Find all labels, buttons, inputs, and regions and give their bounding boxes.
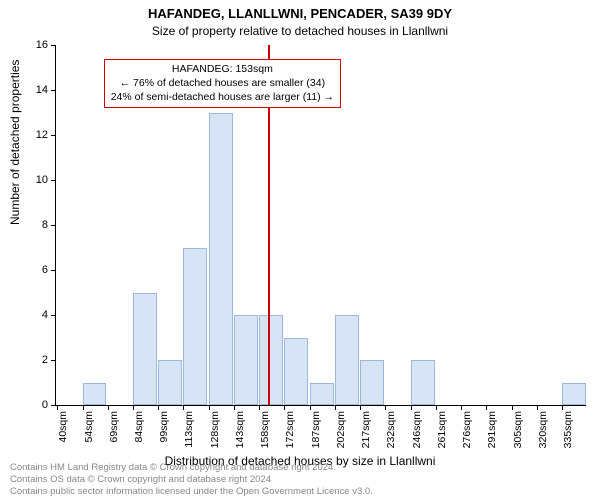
- x-tick-mark: [183, 405, 184, 410]
- annotation-line: ← 76% of detached houses are smaller (34…: [111, 77, 334, 91]
- x-tick-mark: [562, 405, 563, 410]
- x-tick-label: 187sqm: [310, 411, 322, 448]
- annotation-line: 24% of semi-detached houses are larger (…: [111, 91, 334, 105]
- x-tick-label: 217sqm: [360, 411, 372, 448]
- x-tick-label: 69sqm: [108, 411, 120, 443]
- chart-title-sub: Size of property relative to detached ho…: [0, 24, 600, 38]
- footer-attribution: Contains HM Land Registry data © Crown c…: [10, 462, 373, 498]
- chart-title-main: HAFANDEG, LLANLLWNI, PENCADER, SA39 9DY: [0, 6, 600, 21]
- x-tick-mark: [436, 405, 437, 410]
- y-tick-mark: [51, 180, 56, 181]
- x-tick-mark: [385, 405, 386, 410]
- histogram-bar: [335, 315, 359, 405]
- x-tick-label: 128sqm: [209, 411, 221, 448]
- y-tick-mark: [51, 225, 56, 226]
- x-tick-label: 113sqm: [183, 411, 195, 448]
- y-tick-mark: [51, 270, 56, 271]
- histogram-bar: [259, 315, 283, 405]
- y-tick-mark: [51, 45, 56, 46]
- x-tick-label: 202sqm: [335, 411, 347, 448]
- histogram-bar: [133, 293, 157, 406]
- y-axis-label: Number of detached properties: [8, 60, 22, 225]
- histogram-bar: [411, 360, 435, 405]
- x-tick-mark: [234, 405, 235, 410]
- x-tick-label: 246sqm: [411, 411, 423, 448]
- y-tick-mark: [51, 135, 56, 136]
- x-tick-label: 232sqm: [385, 411, 397, 448]
- histogram-bar: [310, 383, 334, 406]
- histogram-bar: [183, 248, 207, 406]
- x-tick-mark: [83, 405, 84, 410]
- x-tick-label: 40sqm: [57, 411, 69, 443]
- footer-line: Contains HM Land Registry data © Crown c…: [10, 462, 373, 474]
- x-tick-label: 305sqm: [512, 411, 524, 448]
- x-tick-label: 276sqm: [461, 411, 473, 448]
- histogram-bar: [284, 338, 308, 406]
- x-tick-mark: [284, 405, 285, 410]
- x-tick-mark: [360, 405, 361, 410]
- y-tick-mark: [51, 90, 56, 91]
- footer-line: Contains public sector information licen…: [10, 486, 373, 498]
- x-tick-label: 84sqm: [133, 411, 145, 443]
- x-tick-mark: [537, 405, 538, 410]
- x-tick-label: 99sqm: [158, 411, 170, 443]
- x-tick-mark: [335, 405, 336, 410]
- x-tick-label: 261sqm: [436, 411, 448, 448]
- x-tick-label: 320sqm: [537, 411, 549, 448]
- y-tick-mark: [51, 405, 56, 406]
- x-tick-label: 335sqm: [562, 411, 574, 448]
- x-tick-label: 291sqm: [486, 411, 498, 448]
- y-tick-mark: [51, 360, 56, 361]
- chart-container: HAFANDEG, LLANLLWNI, PENCADER, SA39 9DY …: [0, 0, 600, 500]
- x-tick-mark: [486, 405, 487, 410]
- x-tick-mark: [411, 405, 412, 410]
- x-tick-mark: [108, 405, 109, 410]
- x-tick-label: 158sqm: [259, 411, 271, 448]
- plot-area: 024681012141640sqm54sqm69sqm84sqm99sqm11…: [55, 45, 586, 406]
- x-tick-mark: [310, 405, 311, 410]
- histogram-bar: [209, 113, 233, 406]
- annotation-box: HAFANDEG: 153sqm← 76% of detached houses…: [104, 59, 341, 108]
- x-tick-mark: [209, 405, 210, 410]
- histogram-bar: [83, 383, 107, 406]
- histogram-bar: [234, 315, 258, 405]
- x-tick-mark: [133, 405, 134, 410]
- x-tick-label: 54sqm: [83, 411, 95, 443]
- x-tick-mark: [158, 405, 159, 410]
- y-tick-mark: [51, 315, 56, 316]
- x-tick-label: 143sqm: [234, 411, 246, 448]
- x-tick-mark: [57, 405, 58, 410]
- x-tick-mark: [259, 405, 260, 410]
- histogram-bar: [360, 360, 384, 405]
- x-tick-mark: [512, 405, 513, 410]
- x-tick-label: 172sqm: [284, 411, 296, 448]
- histogram-bar: [158, 360, 182, 405]
- annotation-line: HAFANDEG: 153sqm: [111, 63, 334, 77]
- footer-line: Contains OS data © Crown copyright and d…: [10, 474, 373, 486]
- histogram-bar: [562, 383, 586, 406]
- x-tick-mark: [461, 405, 462, 410]
